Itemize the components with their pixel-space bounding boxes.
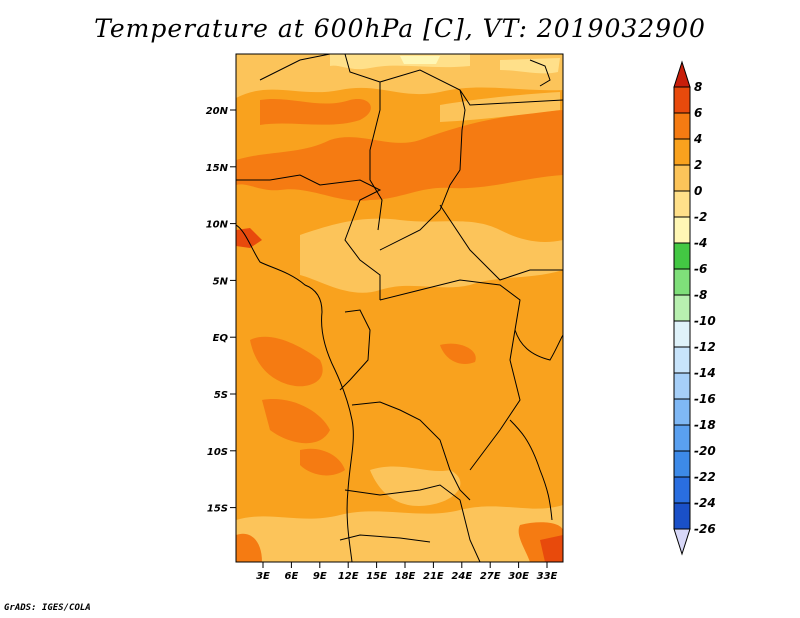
- colorbar-label: -14: [694, 366, 716, 380]
- colorbar-label: 6: [694, 106, 702, 120]
- border-sahel-a: [236, 174, 382, 300]
- field-ne-cool: [500, 58, 560, 74]
- lon-tick-label: 21E: [423, 571, 444, 582]
- colorbar-swatch: [673, 320, 691, 348]
- colorbar-swatch: [673, 138, 691, 166]
- colorbar-swatch: [673, 294, 691, 322]
- field-warm-patch-sw: [262, 399, 330, 444]
- border-angola-n: [351, 401, 471, 501]
- lon-tick-label: 6E: [285, 571, 299, 582]
- longitude-axis: 3E 6E 9E 12E 15E 18E 21E 24E 27E 30E 33E: [256, 562, 558, 582]
- field-cool-tongue: [300, 218, 563, 293]
- border-east-a: [439, 204, 563, 281]
- colorbar-label: -4: [694, 236, 707, 250]
- border-angola-s: [344, 484, 481, 562]
- colorbar-swatch: [673, 398, 691, 426]
- colorbar-label: -8: [694, 288, 707, 302]
- colorbar-label: -22: [694, 470, 716, 484]
- grads-credit: GrADS: IGES/COLA: [4, 603, 91, 613]
- lon-tick-label: 24E: [451, 571, 472, 582]
- colorbar-label: -26: [694, 522, 716, 536]
- border-north-a: [259, 54, 331, 81]
- colorbar-label: -2: [694, 210, 707, 224]
- lake-region: [509, 419, 553, 521]
- lat-tick-label: 15S: [207, 504, 228, 515]
- colorbar-label: 0: [694, 184, 702, 198]
- colorbar-swatch: [673, 372, 691, 400]
- field-warm-patch-ssw: [300, 448, 345, 476]
- colorbar: 8 6 4 2 0 -2 -4 -6 -8 -10 -12 -14 -16 -18 -20 -22 -24 -26: [673, 60, 716, 556]
- map-frame: [235, 53, 564, 563]
- colorbar-label: -24: [694, 496, 716, 510]
- lon-tick-label: 3E: [256, 571, 270, 582]
- latitude-axis: 20N 15N 10N 5N EQ 5S 10S 15S: [206, 106, 236, 515]
- lon-tick-label: 12E: [338, 571, 359, 582]
- colorbar-swatch: [673, 216, 691, 244]
- lat-tick-label: EQ: [213, 333, 229, 344]
- colorbar-label: -10: [694, 314, 716, 328]
- field-cool-ne-strip: [440, 92, 560, 122]
- field-sw-warm-corner: [236, 533, 262, 562]
- colorbar-swatch: [673, 502, 691, 530]
- colorbar-swatch: [673, 164, 691, 192]
- lat-tick-label: 15N: [206, 163, 229, 174]
- border-sahel-b: [344, 54, 383, 231]
- border-congo-east: [379, 279, 521, 471]
- colorbar-label: -12: [694, 340, 716, 354]
- field-se-hot-corner: [540, 535, 563, 562]
- colorbar-label: -20: [694, 444, 716, 458]
- west-coastline: [236, 224, 354, 562]
- field-warm-patch-nw: [260, 98, 371, 125]
- colorbar-label: 2: [694, 158, 702, 172]
- lon-tick-label: 27E: [480, 571, 501, 582]
- lon-tick-label: 30E: [508, 571, 529, 582]
- border-north-b: [379, 69, 563, 106]
- lat-tick-label: 10N: [206, 220, 229, 231]
- field-north-coolest: [400, 56, 440, 64]
- lon-tick-label: 18E: [395, 571, 416, 582]
- colorbar-swatch: [673, 268, 691, 296]
- colorbar-swatch: [673, 112, 691, 140]
- colorbar-swatch: [673, 424, 691, 452]
- colorbar-top-arrow: [673, 60, 691, 88]
- colorbar-swatch: [673, 476, 691, 504]
- lat-tick-label: 10S: [207, 447, 228, 458]
- ne-coast: [529, 59, 551, 87]
- colorbar-label: -6: [694, 262, 707, 276]
- lon-tick-label: 9E: [313, 571, 327, 582]
- colorbar-swatch: [673, 190, 691, 218]
- field-warm-patch-c: [440, 343, 476, 365]
- border-south: [339, 534, 431, 543]
- colorbar-swatch: [673, 450, 691, 478]
- country-borders: [236, 54, 563, 562]
- colorbar-swatch: [673, 242, 691, 270]
- lat-tick-label: 5N: [213, 276, 229, 287]
- temperature-field: [236, 54, 563, 562]
- field-south-cool-patch: [370, 466, 461, 506]
- lake-victoria: [514, 329, 563, 361]
- border-gabon: [339, 309, 371, 391]
- field-warm-patch-w: [250, 336, 323, 387]
- page-title: Temperature at 600hPa [C], VT: 201903290…: [94, 14, 706, 43]
- lon-tick-label: 15E: [366, 571, 387, 582]
- colorbar-swatch: [673, 86, 691, 114]
- colorbar-label: 4: [693, 132, 702, 146]
- border-sahel-c: [379, 89, 466, 251]
- colorbar-label: -16: [694, 392, 716, 406]
- field-w-hot-spot: [236, 228, 262, 248]
- lon-tick-label: 33E: [537, 571, 558, 582]
- colorbar-label: -18: [694, 418, 716, 432]
- field-warm-band: [236, 110, 563, 201]
- field-south-cool: [236, 505, 563, 562]
- colorbar-label: 8: [694, 80, 702, 94]
- lat-tick-label: 20N: [206, 106, 229, 117]
- colorbar-bottom-arrow: [673, 528, 691, 556]
- lat-tick-label: 5S: [214, 390, 228, 401]
- colorbar-swatch: [673, 346, 691, 374]
